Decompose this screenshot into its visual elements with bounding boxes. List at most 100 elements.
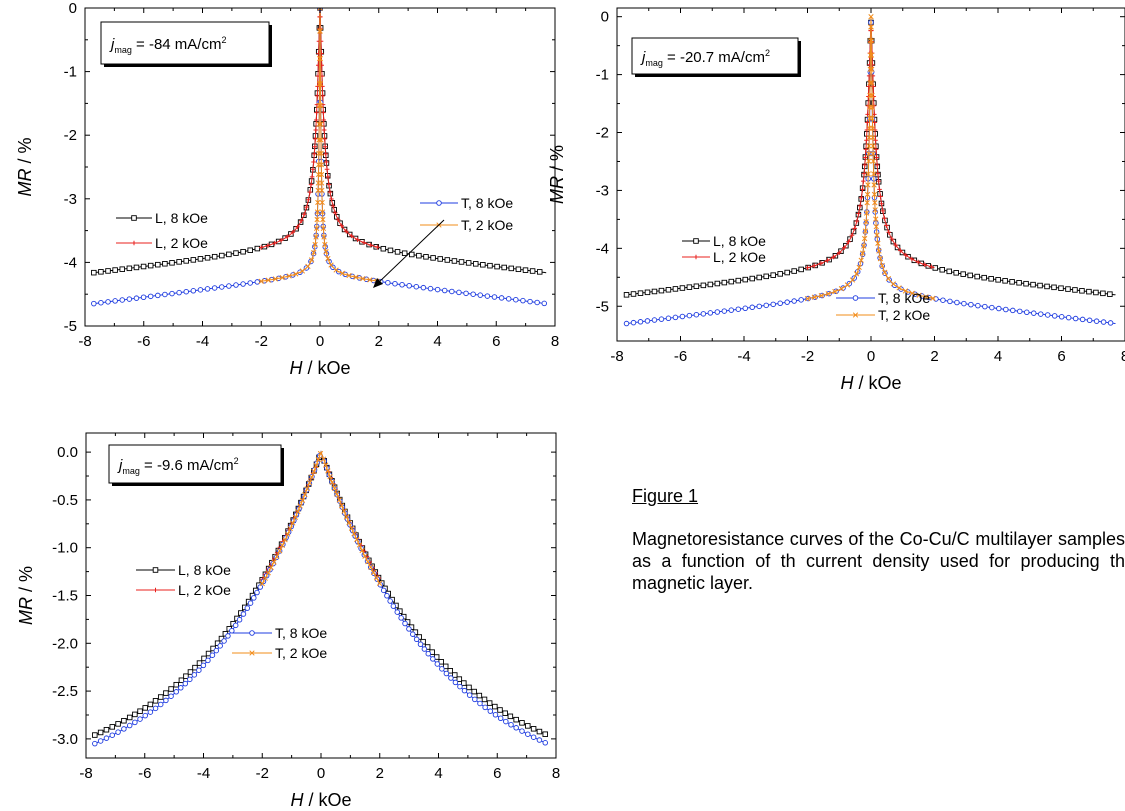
data-point: [155, 292, 161, 299]
series-line: [807, 22, 935, 269]
data-point: [875, 240, 881, 246]
data-point: [299, 497, 306, 504]
data-point: [272, 276, 279, 282]
x-tick-label: 8: [1121, 348, 1125, 365]
data-point: [176, 289, 182, 296]
data-point: [878, 194, 883, 199]
data-point: [995, 277, 1001, 283]
data-point: [434, 286, 441, 293]
data-point: [311, 151, 317, 157]
x-tick-label: 2: [376, 765, 384, 782]
data-point: [309, 474, 315, 480]
data-point: [286, 273, 292, 279]
data-point: [313, 234, 319, 240]
data-point: [932, 265, 939, 271]
data-point: [1003, 306, 1009, 313]
data-point: [623, 292, 630, 298]
data-point: [279, 274, 285, 281]
data-point: [862, 162, 868, 168]
data-point: [315, 93, 320, 99]
data-point: [868, 52, 875, 58]
x-tick-label: -4: [737, 348, 750, 365]
data-point: [857, 203, 863, 209]
data-point: [988, 276, 994, 282]
data-point: [323, 249, 329, 255]
data-point: [449, 288, 455, 295]
data-point: [444, 257, 451, 263]
x-tick-label: -6: [137, 333, 150, 350]
y-axis-label: MR / %: [15, 137, 35, 196]
data-point: [247, 247, 253, 253]
data-point: [313, 127, 319, 133]
legend-label: L, 8 kOe: [713, 233, 766, 249]
data-point: [323, 151, 329, 157]
legend-item: L, 2 kOe: [116, 235, 208, 251]
data-point: [804, 295, 811, 302]
data-point: [756, 274, 762, 281]
legend-swatch-marker: [131, 215, 137, 221]
data-point: [497, 715, 504, 721]
data-point: [317, 81, 324, 87]
chart-2: -8 -6 -4 -2 0 2 4 6 8 0 -1 -2 -3 -4 -5 H / kOe MR / % jma…: [547, 7, 1125, 393]
data-point: [513, 296, 519, 303]
data-point: [293, 271, 299, 277]
series-line: [94, 450, 548, 736]
data-point: [311, 468, 317, 475]
data-point: [902, 288, 909, 294]
data-point: [856, 211, 861, 216]
data-point: [456, 289, 462, 296]
data-point: [498, 295, 505, 301]
data-point: [637, 319, 644, 325]
data-point: [886, 229, 892, 235]
data-point: [831, 254, 836, 260]
data-point: [268, 564, 274, 571]
x-tick-label: 0: [317, 765, 325, 782]
data-point: [192, 664, 198, 671]
x-tick-label: 8: [551, 333, 559, 350]
data-point: [359, 547, 365, 554]
data-point: [297, 503, 303, 509]
data-point: [1031, 310, 1037, 316]
data-point: [481, 696, 488, 703]
data-point: [836, 250, 842, 256]
data-point: [226, 283, 232, 289]
data-point: [309, 174, 315, 180]
data-point: [319, 209, 326, 215]
data-point: [470, 291, 476, 297]
data-point: [867, 80, 873, 86]
data-point: [777, 271, 783, 277]
data-point: [421, 646, 428, 652]
data-point: [290, 229, 296, 235]
data-point: [335, 217, 341, 222]
data-point: [869, 66, 875, 72]
data-point: [869, 125, 876, 131]
data-point: [322, 241, 328, 248]
data-point: [233, 282, 239, 288]
data-point: [520, 297, 526, 304]
x-tick-label: 4: [994, 348, 1002, 365]
data-point: [974, 273, 980, 280]
series-t-2-koe: [259, 450, 383, 587]
data-point: [863, 210, 870, 216]
data-point: [873, 216, 879, 222]
data-point: [225, 633, 231, 639]
legend-label: T, 2 kOe: [461, 217, 513, 233]
data-point: [536, 269, 543, 275]
data-point: [162, 261, 168, 267]
data-point: [915, 259, 921, 265]
y-tick-label: -3: [64, 191, 77, 208]
data-point: [630, 319, 637, 326]
legend-item: L, 2 kOe: [682, 249, 766, 265]
data-point: [278, 237, 284, 243]
data-point: [147, 701, 154, 708]
legend-label: L, 2 kOe: [155, 235, 208, 251]
data-point: [513, 716, 519, 723]
data-point: [707, 310, 714, 316]
data-point: [325, 468, 331, 474]
data-point: [1100, 319, 1107, 325]
legend-label: T, 8 kOe: [878, 290, 930, 306]
data-point: [874, 232, 880, 238]
data-point: [313, 462, 319, 469]
data-point: [205, 657, 211, 664]
data-point: [818, 292, 824, 299]
